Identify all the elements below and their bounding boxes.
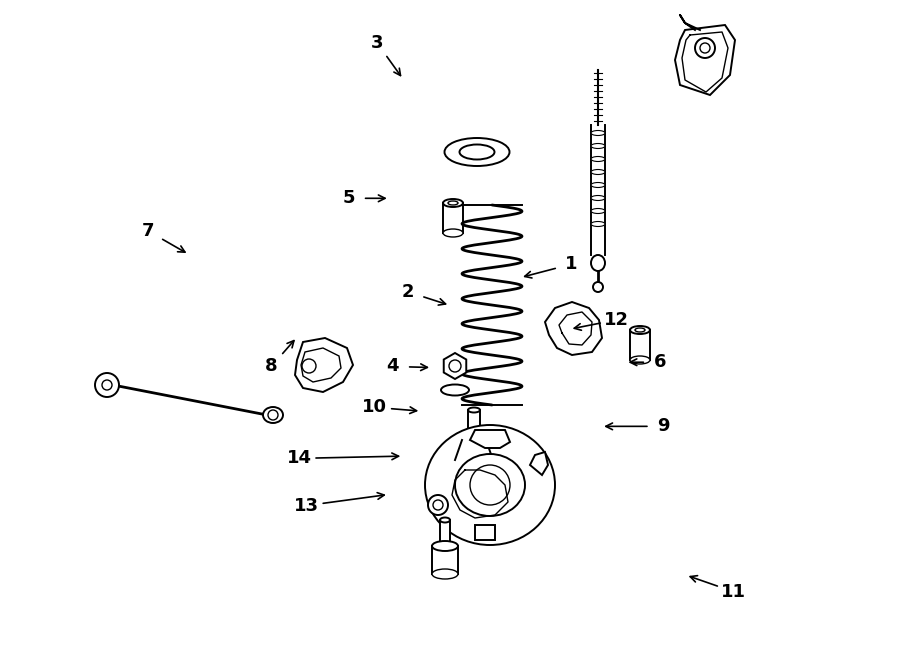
Polygon shape	[444, 353, 466, 379]
Circle shape	[95, 373, 119, 397]
Text: 2: 2	[401, 283, 414, 301]
Text: 7: 7	[142, 222, 154, 240]
Circle shape	[700, 43, 710, 53]
Ellipse shape	[455, 444, 493, 476]
Ellipse shape	[425, 425, 555, 545]
Ellipse shape	[591, 157, 605, 161]
Text: 10: 10	[363, 399, 387, 416]
Ellipse shape	[630, 326, 650, 334]
Ellipse shape	[432, 569, 458, 579]
Bar	[440, 520, 450, 548]
Ellipse shape	[455, 454, 525, 516]
Bar	[443, 203, 463, 233]
Ellipse shape	[591, 182, 605, 188]
Circle shape	[428, 495, 448, 515]
Text: 5: 5	[343, 189, 355, 208]
Text: 12: 12	[604, 311, 629, 329]
Circle shape	[302, 359, 316, 373]
Circle shape	[433, 500, 443, 510]
Text: 6: 6	[654, 353, 666, 371]
Circle shape	[102, 380, 112, 390]
Text: 14: 14	[287, 449, 311, 467]
Ellipse shape	[591, 130, 605, 136]
Ellipse shape	[468, 407, 480, 412]
Text: 13: 13	[294, 496, 319, 514]
Ellipse shape	[440, 543, 450, 549]
Circle shape	[268, 410, 278, 420]
Text: 8: 8	[266, 357, 278, 375]
Text: 3: 3	[371, 34, 383, 52]
Ellipse shape	[591, 221, 605, 227]
Ellipse shape	[443, 229, 463, 237]
Ellipse shape	[263, 407, 283, 423]
Polygon shape	[455, 440, 493, 460]
Ellipse shape	[445, 138, 509, 166]
Circle shape	[470, 465, 510, 505]
Circle shape	[593, 282, 603, 292]
Polygon shape	[545, 302, 602, 355]
Ellipse shape	[591, 208, 605, 214]
Ellipse shape	[443, 199, 463, 207]
Ellipse shape	[448, 201, 458, 205]
Polygon shape	[301, 348, 341, 382]
Ellipse shape	[460, 145, 494, 159]
Bar	[468, 410, 480, 442]
Ellipse shape	[591, 169, 605, 175]
Ellipse shape	[630, 356, 650, 364]
Ellipse shape	[432, 541, 458, 551]
Text: 4: 4	[387, 358, 399, 375]
Circle shape	[449, 360, 461, 372]
Polygon shape	[530, 452, 548, 475]
Text: 1: 1	[565, 255, 578, 273]
Ellipse shape	[468, 440, 480, 444]
Text: 9: 9	[658, 417, 670, 436]
Polygon shape	[675, 25, 735, 95]
Ellipse shape	[591, 196, 605, 200]
Circle shape	[695, 38, 715, 58]
Polygon shape	[470, 430, 510, 448]
Polygon shape	[475, 525, 495, 540]
Text: 11: 11	[721, 582, 746, 601]
Bar	[432, 546, 458, 574]
Ellipse shape	[591, 143, 605, 149]
Ellipse shape	[635, 328, 645, 332]
Ellipse shape	[440, 518, 450, 522]
Polygon shape	[295, 338, 353, 392]
Ellipse shape	[441, 385, 469, 395]
Ellipse shape	[591, 255, 605, 271]
Bar	[630, 330, 650, 360]
